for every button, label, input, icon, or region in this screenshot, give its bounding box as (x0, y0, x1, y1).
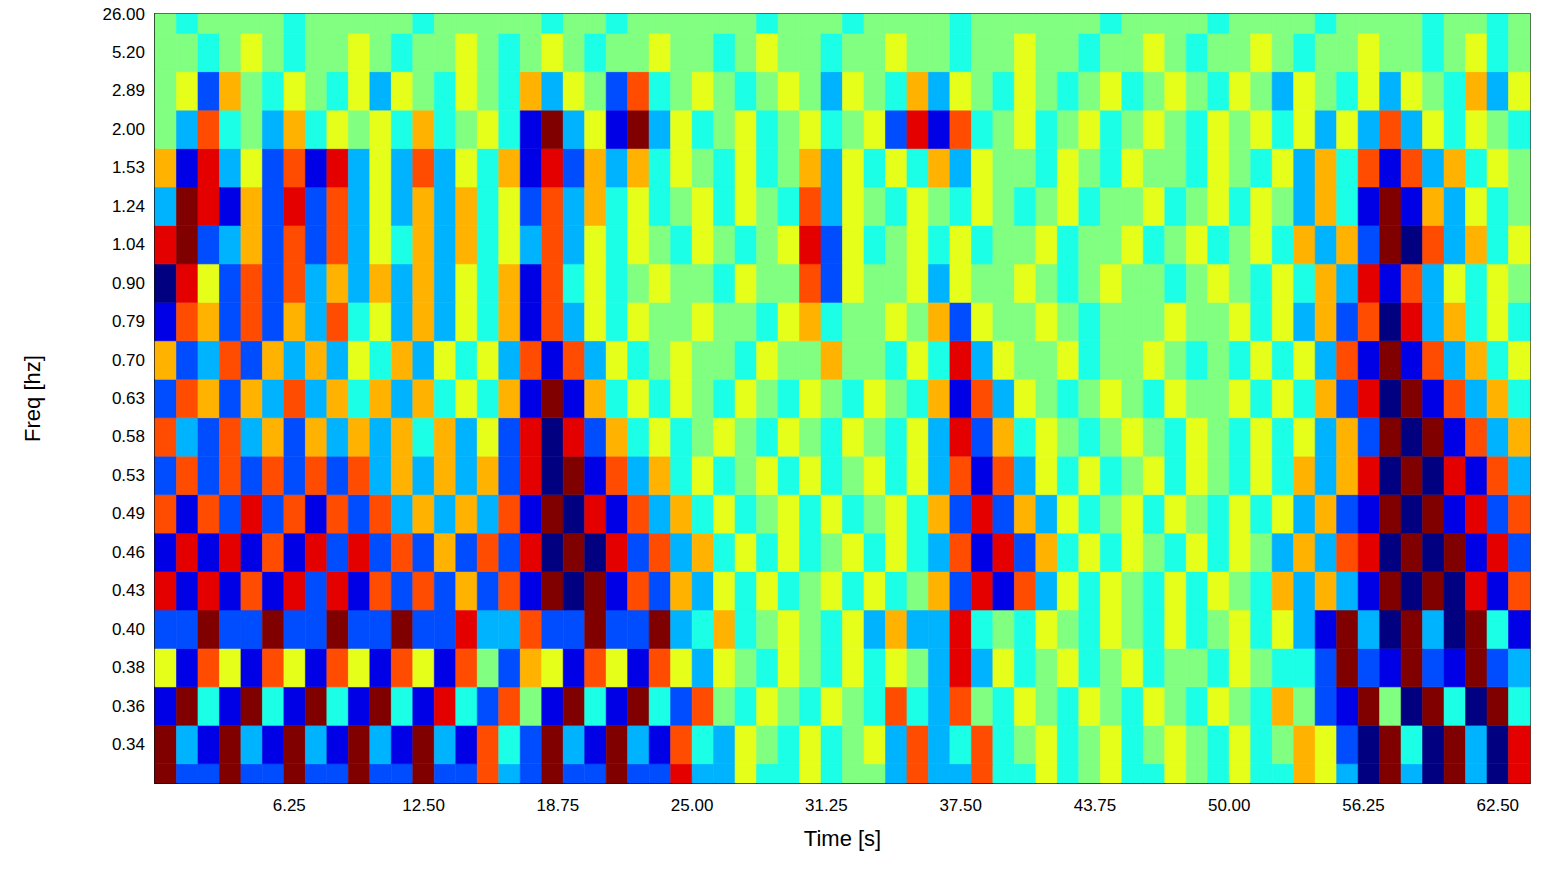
svg-text:0.58: 0.58 (112, 427, 145, 446)
svg-text:1.04: 1.04 (112, 235, 145, 254)
svg-text:0.70: 0.70 (112, 351, 145, 370)
svg-text:0.79: 0.79 (112, 312, 145, 331)
svg-text:31.25: 31.25 (805, 796, 848, 815)
svg-text:5.20: 5.20 (112, 43, 145, 62)
svg-text:50.00: 50.00 (1208, 796, 1251, 815)
svg-text:1.53: 1.53 (112, 158, 145, 177)
svg-text:1.24: 1.24 (112, 197, 145, 216)
svg-text:12.50: 12.50 (402, 796, 445, 815)
svg-text:Time [s]: Time [s] (804, 826, 881, 851)
svg-text:43.75: 43.75 (1074, 796, 1117, 815)
svg-text:0.49: 0.49 (112, 504, 145, 523)
svg-text:0.90: 0.90 (112, 274, 145, 293)
svg-text:25.00: 25.00 (671, 796, 714, 815)
svg-text:6.25: 6.25 (273, 796, 306, 815)
svg-text:18.75: 18.75 (537, 796, 580, 815)
svg-text:0.34: 0.34 (112, 735, 145, 754)
svg-text:0.36: 0.36 (112, 697, 145, 716)
svg-text:2.89: 2.89 (112, 81, 145, 100)
svg-text:2.00: 2.00 (112, 120, 145, 139)
svg-text:0.43: 0.43 (112, 581, 145, 600)
svg-text:0.38: 0.38 (112, 658, 145, 677)
svg-text:0.53: 0.53 (112, 466, 145, 485)
svg-text:26.00: 26.00 (102, 5, 145, 24)
svg-text:62.50: 62.50 (1477, 796, 1520, 815)
svg-text:0.46: 0.46 (112, 543, 145, 562)
svg-text:37.50: 37.50 (939, 796, 982, 815)
svg-text:56.25: 56.25 (1342, 796, 1385, 815)
svg-text:0.40: 0.40 (112, 620, 145, 639)
svg-text:Freq [hz]: Freq [hz] (20, 355, 45, 442)
svg-text:0.63: 0.63 (112, 389, 145, 408)
